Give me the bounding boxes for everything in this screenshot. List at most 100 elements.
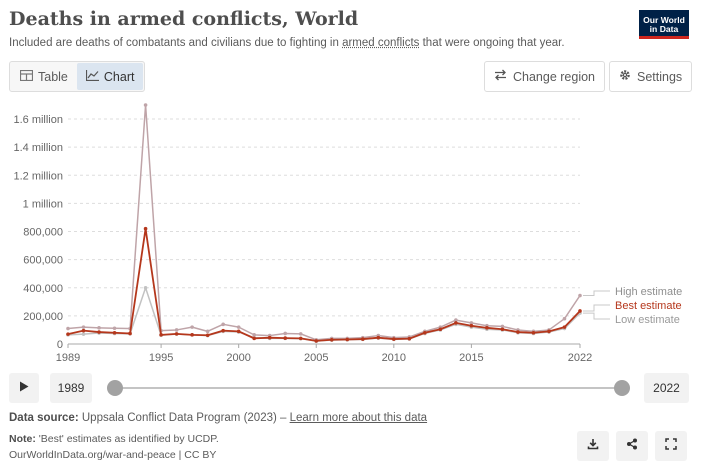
data-point	[454, 318, 458, 322]
chart-title: Deaths in armed conflicts, World	[9, 8, 359, 30]
note-label: Note:	[9, 433, 36, 445]
data-point	[252, 336, 256, 341]
x-tick-label: 1995	[149, 352, 173, 364]
data-point	[128, 331, 132, 336]
subtitle-text-after: that were ongoing that year.	[419, 37, 565, 49]
data-point	[298, 336, 303, 341]
chart-note: Note: 'Best' estimates as identified by …	[9, 433, 219, 445]
owid-logo[interactable]: Our World in Data	[639, 10, 689, 39]
data-point	[329, 337, 334, 342]
y-tick-label: 1 million	[23, 198, 63, 210]
series-label: Low estimate	[615, 314, 680, 326]
data-point	[469, 321, 474, 325]
x-tick-label: 2000	[226, 352, 250, 364]
data-point	[562, 325, 567, 329]
table-icon	[19, 69, 34, 84]
tab-chart-label: Chart	[103, 69, 135, 84]
x-tick-label: 2022	[568, 352, 592, 364]
data-point	[81, 325, 86, 329]
source-label: Data source:	[9, 412, 79, 424]
data-point	[469, 323, 474, 328]
logo-line-1: Our World	[643, 14, 685, 25]
chart-icon	[85, 69, 99, 84]
legend-leader-line	[583, 312, 610, 320]
legend-leader-line	[583, 304, 610, 312]
tab-table-label: Table	[38, 69, 68, 84]
download-button[interactable]	[577, 431, 609, 461]
data-point	[423, 330, 427, 335]
timeline-track[interactable]	[115, 387, 622, 389]
data-point	[159, 333, 163, 337]
data-point	[205, 329, 210, 334]
series-line-1	[67, 227, 581, 342]
data-point	[298, 332, 303, 336]
data-point	[236, 325, 241, 329]
data-point	[578, 309, 582, 313]
data-point	[174, 332, 179, 336]
data-point	[190, 333, 194, 337]
play-icon	[19, 379, 29, 397]
settings-button[interactable]: Settings	[609, 61, 693, 92]
chart-subtitle: Included are deaths of combatants and ci…	[9, 37, 565, 49]
logo-line-2: in Data	[649, 23, 679, 34]
x-tick-label: 1989	[56, 352, 80, 364]
armed-conflicts-link[interactable]: armed conflicts	[342, 37, 420, 49]
fullscreen-button[interactable]	[655, 431, 687, 461]
data-point	[345, 337, 350, 342]
data-point	[392, 337, 396, 341]
data-point	[236, 329, 241, 334]
timeline: 1989 2022	[9, 373, 689, 403]
data-point	[81, 328, 86, 333]
timeline-start-year[interactable]: 1989	[50, 373, 92, 403]
data-point	[283, 336, 288, 340]
y-tick-label: 600,000	[23, 255, 63, 267]
y-tick-label: 1.4 million	[13, 142, 63, 154]
x-tick-label: 2010	[382, 352, 406, 364]
data-point	[66, 326, 70, 331]
data-point	[221, 322, 225, 327]
view-tabs: Table Chart	[9, 61, 146, 92]
grid-layer	[67, 118, 581, 348]
tab-chart[interactable]: Chart	[76, 63, 144, 90]
data-point	[500, 327, 505, 332]
timeline-end-year[interactable]: 2022	[644, 373, 689, 403]
data-point	[205, 333, 210, 338]
subtitle-text-before: Included are deaths of combatants and ci…	[9, 37, 343, 49]
data-point	[314, 339, 319, 343]
tab-table[interactable]: Table	[11, 63, 77, 90]
data-point	[97, 326, 101, 330]
series-line-0	[67, 104, 581, 341]
series-label: Best estimate	[615, 300, 682, 312]
share-button[interactable]	[616, 431, 648, 461]
series-layer	[66, 103, 582, 343]
data-point	[438, 327, 443, 332]
note-text: 'Best' estimates as identified by UCDP.	[35, 433, 219, 445]
label-layer: 0 200,000 400,000 600,000 800,000 1 million 1.…	[13, 114, 682, 364]
data-point	[143, 103, 148, 107]
gear-icon	[619, 69, 631, 84]
share-icon	[626, 437, 638, 455]
change-region-button[interactable]: Change region	[484, 61, 606, 92]
data-point	[376, 335, 381, 340]
data-point	[578, 293, 582, 298]
data-point	[112, 330, 117, 335]
data-point	[221, 328, 225, 333]
source-text: Uppsala Conflict Data Program (2023) –	[78, 412, 290, 424]
download-icon	[587, 437, 599, 455]
swap-arrows-icon	[494, 69, 507, 84]
data-point	[252, 333, 256, 337]
learn-more-link[interactable]: Learn more about this data	[289, 412, 428, 424]
series-label: High estimate	[615, 286, 682, 298]
data-point	[547, 329, 551, 334]
data-point	[81, 332, 86, 336]
data-point	[485, 326, 489, 330]
timeline-end-handle[interactable]	[614, 380, 630, 396]
data-point	[190, 325, 194, 329]
legend-leader-line	[583, 290, 610, 296]
data-point	[97, 330, 101, 334]
data-point	[531, 330, 536, 335]
timeline-start-handle[interactable]	[107, 380, 123, 396]
play-button[interactable]	[9, 373, 39, 403]
series-line-2	[67, 287, 581, 342]
settings-label: Settings	[637, 69, 683, 84]
